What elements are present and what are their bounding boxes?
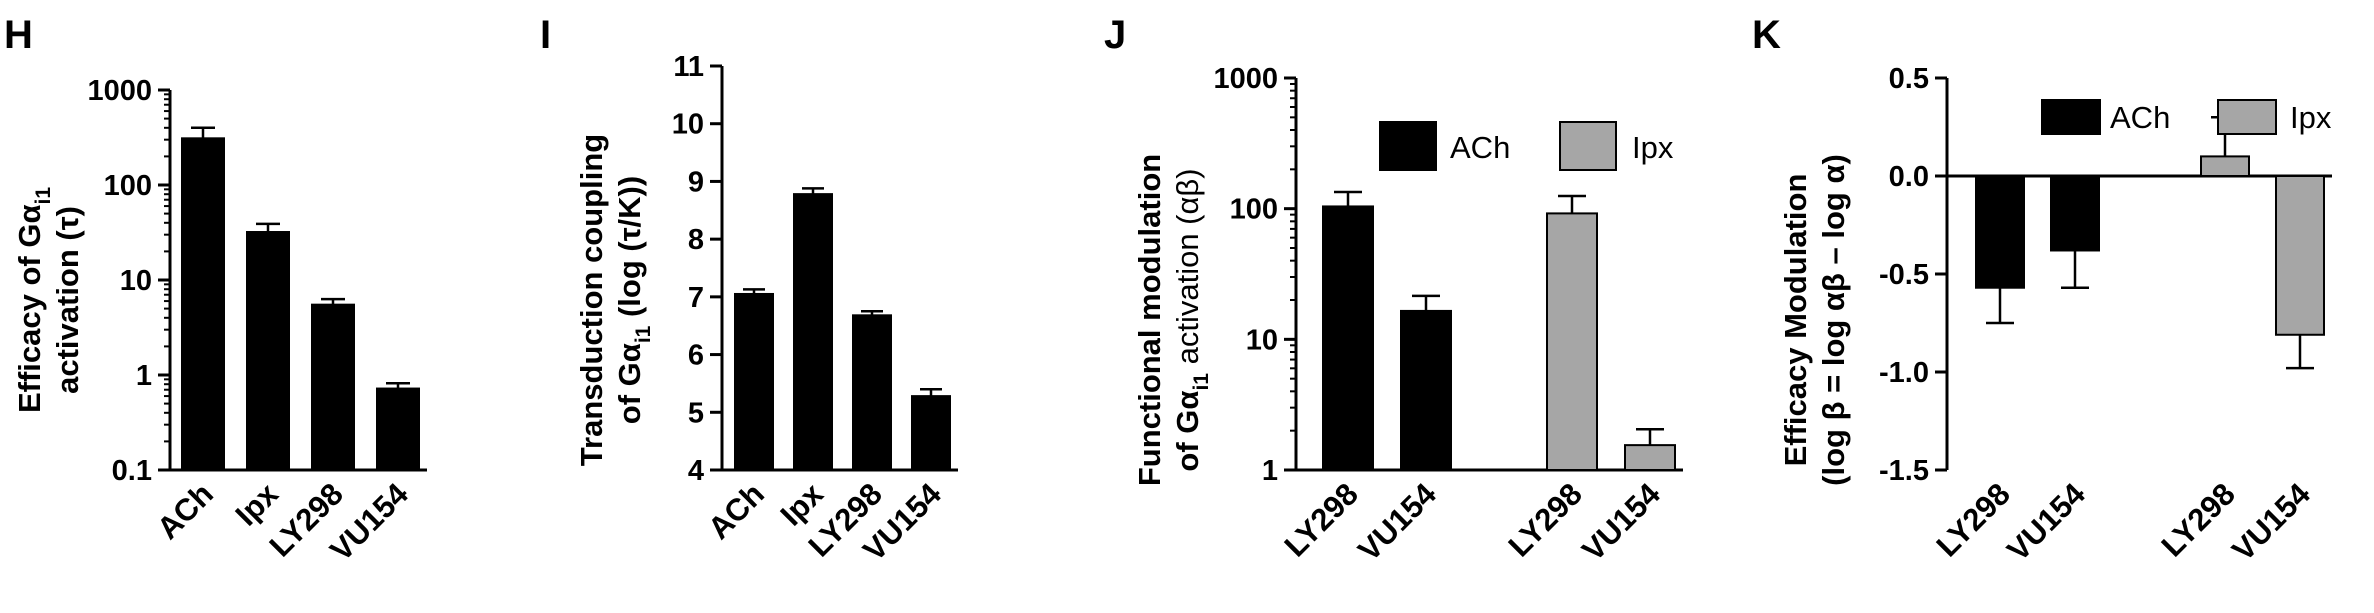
panel-j-bar <box>1624 444 1676 472</box>
legend-swatch-ipx <box>2217 99 2277 135</box>
panel-h-ylabel-line2: activation (τ) <box>50 206 85 394</box>
panel-i-ytick-label: 8 <box>688 224 704 256</box>
panel-j-bar <box>1400 309 1452 471</box>
panel-k-ytick-label: 0.5 <box>1889 63 1929 95</box>
panel-i-ytick-label: 5 <box>688 397 704 429</box>
panel-h-ytick-label: 100 <box>104 170 152 202</box>
panel-k-ytick-label: -0.5 <box>1879 259 1929 291</box>
panel-i-ytick-label: 9 <box>688 166 704 198</box>
panel-h-bar <box>246 231 290 471</box>
panel-j-ytick-label: 10 <box>1246 324 1278 356</box>
panel-h-bar <box>181 137 225 471</box>
panel-i-bar <box>793 193 833 472</box>
panel-h-bar <box>376 387 420 471</box>
legend-label-ipx: Ipx <box>1632 130 1674 165</box>
panel-k-bar <box>2275 175 2325 336</box>
panel-k-ytick-label: -1.5 <box>1879 455 1929 487</box>
panel-i-bar <box>852 314 892 471</box>
panel-h-ytick-label: 1000 <box>87 75 152 107</box>
panel-i-ytick-label: 11 <box>673 51 704 83</box>
legend-swatch-ipx <box>1559 121 1617 171</box>
panel-k-legend: ACh Ipx <box>2041 99 2332 135</box>
legend-label-ipx: Ipx <box>2290 100 2332 135</box>
legend-swatch-ach <box>1379 121 1437 171</box>
panel-k-bar <box>2200 155 2250 177</box>
panel-h-ylabel-line1: Efficacy of Gαi1 <box>12 187 55 413</box>
panel-h-ytick-label: 0.1 <box>112 455 152 487</box>
panel-i-ytick-label: 10 <box>672 109 704 141</box>
panel-j-ytick-label: 1000 <box>1213 63 1278 95</box>
panel-k-bar <box>2050 175 2100 252</box>
panel-h-ytick-label: 1 <box>136 360 152 392</box>
panel-j-bar <box>1546 212 1598 472</box>
panel-j-ytick-label: 100 <box>1230 194 1278 226</box>
panel-k-ylabel-line1: Efficacy Modulation <box>1778 174 1813 467</box>
panel-k-letter: K <box>1752 13 1781 57</box>
panel-j-ytick-label: 1 <box>1262 455 1278 487</box>
legend-label-ach: ACh <box>1450 130 1510 165</box>
panel-i-bar <box>911 395 951 471</box>
panel-i-letter: I <box>540 13 551 57</box>
panel-j-letter: J <box>1104 13 1126 57</box>
panel-k-ylabel-line2: (log β = log αβ – log α) <box>1816 154 1851 486</box>
panel-j-bar <box>1322 205 1374 471</box>
panel-k-ytick-label: 0.0 <box>1889 161 1929 193</box>
panel-h-bar <box>311 303 355 472</box>
panel-i-ylabel-line2: of Gαi1 (log (τ/K)) <box>612 176 655 424</box>
panel-i-bar <box>734 292 774 471</box>
legend-label-ach: ACh <box>2110 100 2170 135</box>
panel-k-ytick-label: -1.0 <box>1879 357 1929 389</box>
legend-swatch-ach <box>2041 99 2101 135</box>
panel-k-bar <box>1975 175 2025 289</box>
panel-i-ytick-label: 4 <box>688 455 704 487</box>
panel-j-legend: ACh Ipx <box>1379 121 1674 171</box>
panel-j-ylabel-line1: Functional modulation <box>1132 154 1167 486</box>
panel-i-ytick-label: 7 <box>688 282 704 314</box>
panel-h-ytick-label: 10 <box>120 265 152 297</box>
panel-i-ylabel-line1: Transduction coupling <box>574 134 609 466</box>
panel-j-ylabel-line2: of Gαi1 activation (αβ) <box>1170 168 1213 471</box>
panel-i-ytick-label: 6 <box>688 340 704 372</box>
panel-h-letter: H <box>4 13 33 57</box>
